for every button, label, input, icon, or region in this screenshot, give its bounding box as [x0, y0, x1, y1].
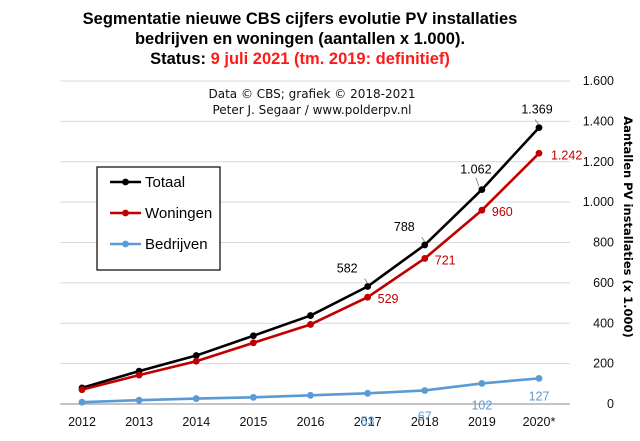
x-tick-label: 2013	[125, 415, 153, 429]
data-label-bedrijven: 102	[471, 398, 492, 412]
data-point-bedrijven	[249, 393, 257, 401]
data-label-totaal: 788	[394, 220, 415, 234]
data-label-bedrijven: 127	[529, 389, 550, 403]
data-point-woningen	[535, 149, 543, 157]
x-tick-label: 2012	[68, 415, 96, 429]
y-tick-label: 1.600	[583, 74, 614, 88]
y-tick-label: 800	[593, 236, 614, 250]
data-point-woningen	[307, 321, 314, 328]
data-point-totaal	[307, 312, 314, 319]
data-label-woningen: 529	[378, 292, 399, 306]
x-tick-label: 2014	[182, 415, 210, 429]
data-point-bedrijven	[535, 374, 543, 382]
data-point-woningen	[249, 339, 257, 347]
x-tick-label: 2020*	[523, 415, 556, 429]
data-point-bedrijven	[478, 380, 486, 387]
data-point-woningen	[421, 255, 429, 262]
data-point-bedrijven	[192, 395, 200, 402]
credit-line2: Peter J. Segaar / www.polderpv.nl	[212, 103, 411, 117]
data-point-totaal	[192, 352, 200, 359]
data-point-bedrijven	[421, 387, 429, 394]
data-point-woningen	[192, 357, 200, 365]
legend: Totaal Woningen Bedrijven	[96, 166, 221, 271]
credit-line1: Data © CBS; grafiek © 2018-2021	[209, 87, 416, 101]
y-tick-label: 1.400	[583, 114, 614, 128]
y-axis-label: Aantallen PV installaties (x 1.000)	[621, 116, 635, 338]
y-tick-label: 600	[593, 276, 614, 290]
data-point-bedrijven	[364, 389, 372, 397]
chart-title-line3: Status: 9 juli 2021 (tm. 2019: definitie…	[150, 50, 450, 68]
y-tick-label: 400	[593, 316, 614, 330]
x-axis-ticks: 2012 2013 2014 2015 2016 2017 2018 2019 2020*	[68, 415, 555, 429]
data-label-bedrijven: 53	[361, 414, 375, 428]
x-tick-label: 2016	[297, 415, 325, 429]
data-label-totaal: 582	[337, 262, 358, 276]
label-leader-line	[421, 236, 426, 243]
legend-label-totaal: Totaal	[145, 174, 185, 191]
chart-title-line1: Segmentatie nieuwe CBS cijfers evolutie …	[83, 10, 518, 28]
data-point-woningen	[135, 371, 143, 379]
chart-title-status-date: 9 juli 2021 (tm. 2019: definitief)	[211, 50, 450, 68]
y-tick-label: 1.200	[583, 155, 614, 169]
legend-marker-totaal	[122, 178, 129, 186]
label-leader-line	[364, 278, 368, 284]
y-tick-label: 1.000	[583, 195, 614, 209]
data-labels: 582 788 1.062 1.369 529 721 960 1.242 53 67 102 127	[337, 103, 583, 429]
label-leader-line	[475, 177, 480, 187]
data-label-totaal: 1.062	[460, 163, 491, 177]
chart-title-line2: bedrijven en woningen (aantallen x 1.000…	[135, 30, 465, 48]
data-point-totaal	[249, 332, 257, 340]
data-point-woningen	[478, 206, 486, 214]
data-label-totaal: 1.369	[521, 103, 552, 117]
data-point-bedrijven	[78, 398, 86, 406]
data-label-bedrijven: 67	[418, 409, 432, 423]
y-axis-ticks: 0 200 400 600 800 1.000 1.200 1.400 1.600	[583, 74, 614, 411]
data-point-totaal	[478, 186, 486, 194]
legend-label-bedrijven: Bedrijven	[145, 236, 208, 253]
data-point-woningen	[78, 386, 86, 394]
x-tick-label: 2015	[239, 415, 267, 429]
data-label-woningen: 960	[492, 205, 513, 219]
data-point-woningen	[364, 293, 372, 301]
legend-marker-woningen	[122, 209, 129, 217]
y-tick-label: 200	[593, 357, 614, 371]
series-group	[78, 124, 543, 406]
data-point-bedrijven	[307, 391, 314, 399]
legend-label-woningen: Woningen	[145, 205, 212, 222]
legend-box	[96, 166, 221, 271]
x-tick-label: 2019	[468, 415, 496, 429]
data-point-totaal	[421, 241, 429, 249]
chart-title-status-prefix: Status:	[150, 50, 211, 68]
x-tick-label: 2018	[411, 415, 439, 429]
data-label-woningen: 1.242	[551, 148, 582, 162]
data-point-totaal	[535, 124, 543, 132]
y-tick-label: 0	[607, 397, 614, 411]
data-point-bedrijven	[135, 396, 143, 404]
data-label-woningen: 721	[435, 253, 456, 267]
legend-marker-bedrijven	[122, 240, 129, 248]
label-leader-line	[534, 119, 540, 125]
data-point-totaal	[364, 283, 372, 290]
x-tick-label: 2017	[354, 415, 382, 429]
